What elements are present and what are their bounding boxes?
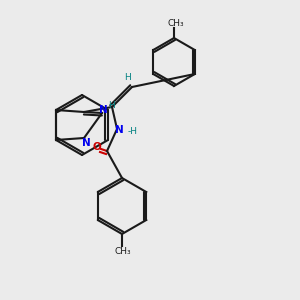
Text: N: N (82, 138, 90, 148)
Text: -H: -H (128, 127, 138, 136)
Text: H: H (108, 100, 114, 109)
Text: H: H (124, 74, 130, 82)
Text: N: N (99, 105, 107, 115)
Text: CH₃: CH₃ (168, 20, 184, 28)
Text: CH₃: CH₃ (115, 247, 131, 256)
Text: O: O (93, 142, 101, 152)
Text: N: N (115, 125, 123, 135)
